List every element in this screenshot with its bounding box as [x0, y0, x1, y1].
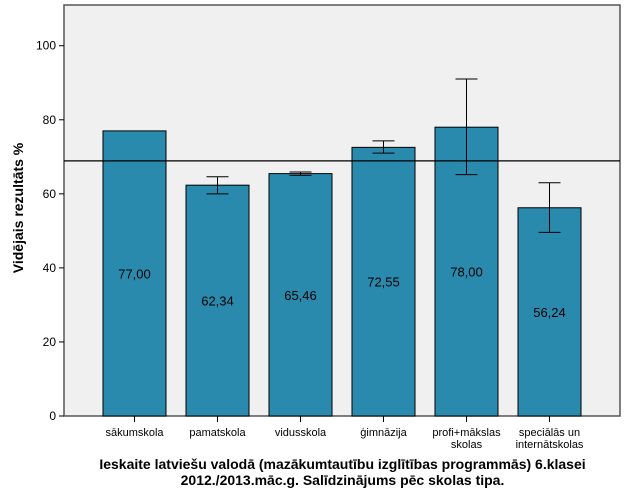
x-tick-label: skolas	[451, 439, 483, 451]
y-tick-label: 40	[43, 261, 57, 275]
bar	[185, 184, 250, 417]
y-tick-label: 20	[43, 335, 57, 349]
chart-title-line2: 2012./2013.māc.g. Salīdzinājums pēc skol…	[180, 472, 505, 488]
bar	[517, 207, 582, 417]
bar	[268, 173, 333, 417]
y-tick-label: 60	[43, 187, 57, 201]
x-tick-label: pamatskola	[189, 427, 246, 439]
y-axis-label: Vidējais rezultāts %	[10, 142, 26, 274]
x-tick-label: internātskolas	[516, 439, 584, 451]
chart-title-line1: Ieskaite latviešu valodā (mazākumtautību…	[99, 456, 586, 472]
data-label: 72,55	[367, 275, 400, 290]
data-label: 62,34	[201, 294, 234, 309]
bar	[102, 130, 167, 417]
data-label: 65,46	[284, 288, 317, 303]
y-tick-label: 80	[43, 113, 57, 127]
x-tick-label: vidusskola	[275, 427, 327, 439]
x-tick-label: speciālās un	[519, 427, 580, 439]
chart-title: Ieskaite latviešu valodā (mazākumtautību…	[60, 456, 625, 488]
data-label: 56,24	[533, 305, 566, 320]
x-tick-label: profi+mākslas	[432, 427, 501, 439]
x-tick-label: sākumskola	[105, 427, 164, 439]
y-tick-label: 100	[36, 39, 56, 53]
data-label: 78,00	[450, 265, 483, 280]
x-tick-label: ģimnāzija	[360, 426, 407, 439]
y-tick-label: 0	[49, 409, 56, 423]
data-label: 77,00	[118, 266, 151, 281]
